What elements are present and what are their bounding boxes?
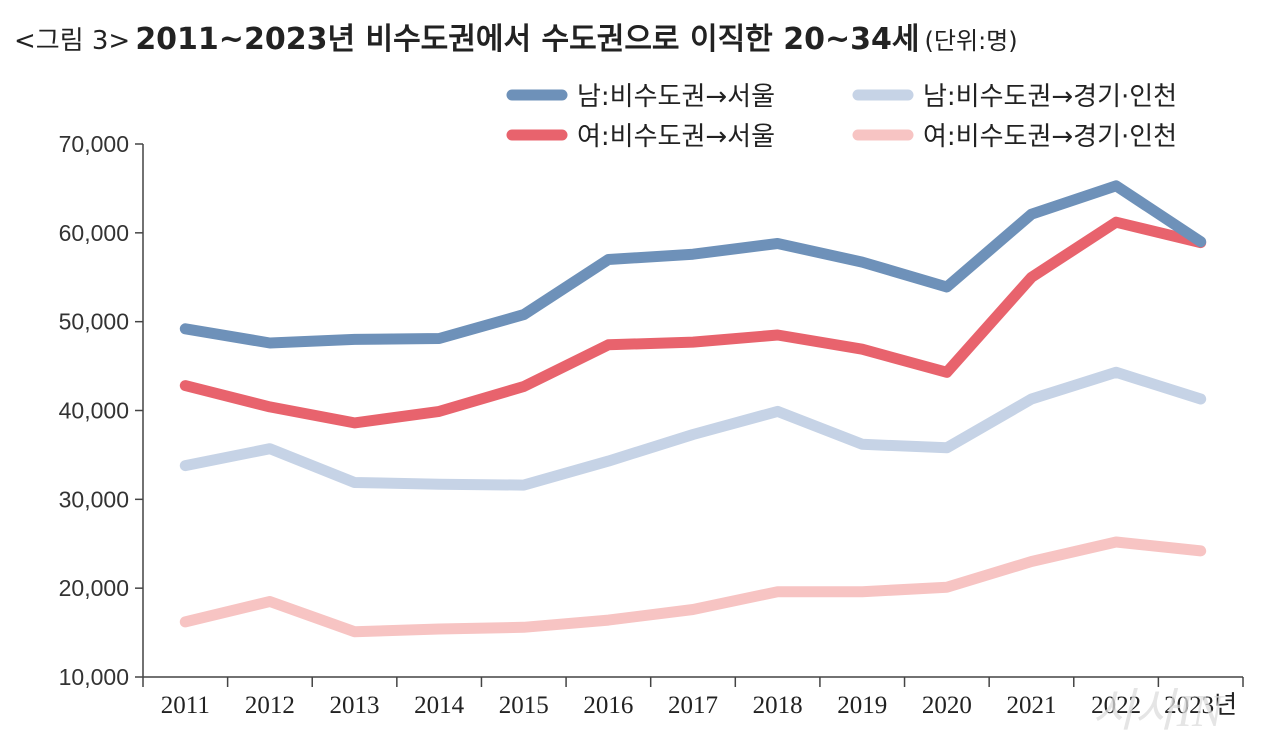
figure-tag: <그림 3>: [14, 26, 131, 56]
title-main: 2011~2023년 비수도권에서 수도권으로 이직한 20~34세: [135, 22, 920, 57]
y-tick-label: 40,000: [59, 398, 129, 424]
unit-label: (단위:명): [924, 27, 1018, 55]
legend-label: 남:비수도권→경기·인천: [923, 82, 1177, 112]
x-tick-label: 2021: [1006, 692, 1056, 719]
series-line: [179, 536, 1207, 638]
watermark: 시사IN: [1092, 685, 1225, 736]
series-line: [179, 216, 1207, 429]
y-tick-label: 60,000: [59, 220, 129, 246]
x-tick-label: 2013: [330, 692, 380, 719]
x-tick-label: 2012: [245, 692, 295, 719]
y-axis-ticks: 10,000 20,000 30,000 40,000 50,000 60,000 70,0…: [59, 131, 143, 690]
x-tick-label: 2020: [922, 692, 972, 719]
x-tick-label: 2014: [414, 692, 465, 719]
series-line: [179, 366, 1207, 491]
series-lines: [179, 180, 1207, 638]
legend-label: 남:비수도권→서울: [577, 82, 775, 112]
x-axis-ticks: 2011 2012 2013 2014 2015 2016 2017 2018 2019 2020…: [142, 677, 1244, 719]
x-tick-label: 2019: [837, 692, 887, 719]
x-tick-label: 2016: [583, 692, 633, 719]
y-tick-label: 10,000: [59, 664, 129, 690]
y-tick-label: 20,000: [59, 575, 129, 601]
x-tick-label: 2015: [499, 692, 549, 719]
series-line: [179, 180, 1207, 349]
x-tick-label: 2023년: [1164, 691, 1237, 719]
y-tick-label: 30,000: [59, 486, 129, 512]
x-tick-label: 2018: [753, 692, 803, 719]
chart-title: <그림 3> 2011~2023년 비수도권에서 수도권으로 이직한 20~34…: [14, 14, 1018, 58]
legend-label: 여:비수도권→서울: [577, 122, 775, 152]
x-tick-label: 2011: [161, 692, 210, 719]
y-tick-label: 70,000: [59, 131, 129, 157]
legend-label: 여:비수도권→경기·인천: [923, 122, 1177, 152]
legend: 남:비수도권→서울여:비수도권→서울 남:비수도권→경기·인천여:비수도권→경기·…: [506, 82, 1177, 152]
x-tick-label: 2017: [668, 692, 718, 719]
x-tick-label: 2022: [1091, 692, 1141, 719]
y-tick-label: 50,000: [59, 309, 129, 335]
